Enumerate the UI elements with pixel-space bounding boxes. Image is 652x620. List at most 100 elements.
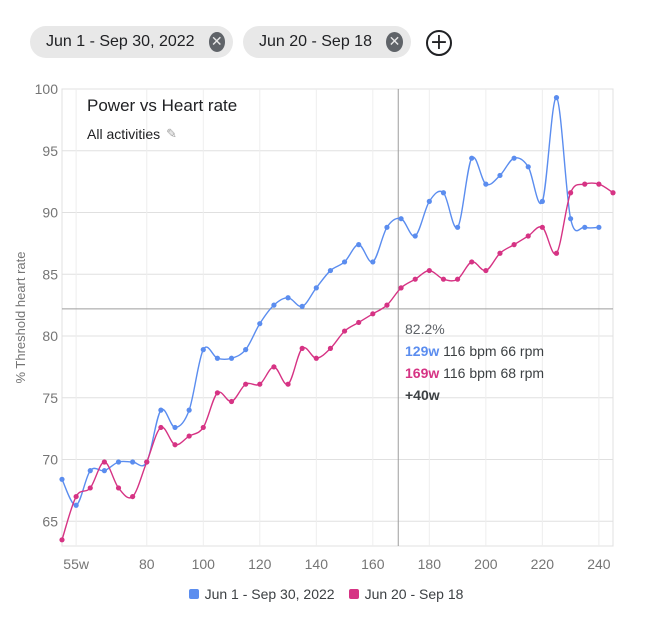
series-1-point	[87, 468, 93, 474]
series-2-point	[398, 285, 404, 291]
series-2-point	[327, 345, 334, 351]
y-axis-label: % Threshold heart rate	[13, 252, 28, 384]
date-range-chip-2[interactable]: Jun 20 - Sep 18 ✕	[243, 26, 411, 58]
series-2-point	[285, 381, 291, 387]
series-2-point	[257, 381, 263, 387]
series-1-point	[115, 459, 122, 465]
series-1-point	[271, 302, 277, 308]
series-1-point	[73, 502, 79, 508]
legend-item-1[interactable]: Jun 1 - Sep 30, 2022	[188, 586, 335, 602]
series-1-point	[200, 347, 206, 353]
series-2-point	[553, 250, 560, 256]
series-1-point	[243, 347, 249, 353]
x-tick-label: 220	[531, 556, 555, 572]
series-2-point	[511, 242, 517, 248]
series-1-point	[130, 459, 136, 465]
series-1-point	[553, 95, 560, 101]
series-1-point	[497, 172, 503, 179]
series-2-point	[483, 267, 489, 274]
series-1-point	[454, 224, 461, 230]
series-1-point	[539, 198, 545, 204]
series-1-point	[440, 190, 447, 196]
x-tick-label: 55w	[63, 556, 90, 572]
x-tick-label: 100	[192, 556, 216, 572]
series-1-point	[101, 468, 107, 474]
series-2-point	[130, 493, 136, 500]
tooltip-details-2: 116 bpm 68 rpm	[443, 365, 545, 381]
series-1-point	[469, 155, 475, 161]
tooltip-watts-2: 169w	[405, 365, 440, 381]
series-2-point	[384, 302, 390, 308]
x-tick-label: 120	[248, 556, 272, 572]
series-1-point	[596, 224, 602, 230]
x-tick-label: 160	[361, 556, 385, 572]
series-2-point	[101, 459, 107, 465]
series-2-point	[568, 190, 574, 196]
tooltip-row-2: 169w 116 bpm 68 rpm	[405, 362, 544, 384]
legend-swatch-1	[188, 589, 199, 599]
series-2-point	[87, 485, 93, 491]
legend-label-1: Jun 1 - Sep 30, 2022	[204, 586, 335, 602]
series-line-1	[61, 96, 599, 506]
series-1-point	[341, 259, 348, 265]
chart-subtitle[interactable]: All activities ✎	[87, 126, 177, 142]
date-range-chip-1[interactable]: Jun 1 - Sep 30, 2022 ✕	[30, 26, 233, 58]
pencil-icon[interactable]: ✎	[166, 126, 178, 142]
legend-swatch-2	[348, 589, 359, 599]
tooltip-watts-1: 129w	[405, 343, 440, 359]
series-2-point	[539, 224, 545, 230]
tooltip-row-1: 129w 116 bpm 66 rpm	[405, 340, 544, 362]
series-2-point	[200, 424, 206, 431]
series-2-point	[610, 190, 616, 196]
x-tick-label: 200	[474, 556, 498, 572]
series-2-point	[271, 364, 277, 370]
series-1-point	[327, 267, 334, 274]
series-2-point	[299, 345, 305, 351]
y-tick-label: 100	[35, 81, 59, 97]
close-icon[interactable]: ✕	[385, 32, 403, 52]
crosshair-tooltip: 82.2% 129w 116 bpm 66 rpm 169w 116 bpm 6…	[405, 318, 544, 406]
series-1-point	[228, 355, 235, 361]
close-icon[interactable]: ✕	[208, 32, 225, 52]
series-1-point	[257, 321, 263, 327]
series-2-point	[412, 276, 418, 282]
series-2-point	[497, 250, 503, 256]
series-1-point	[299, 303, 305, 309]
series-2-point	[73, 493, 79, 500]
series-2-point	[370, 311, 376, 317]
series-2-point	[115, 485, 122, 491]
chart-legend: Jun 1 - Sep 30, 2022 Jun 20 - Sep 18	[0, 586, 652, 602]
series-2-point	[59, 537, 65, 543]
series-2-point	[454, 276, 461, 282]
series-1-point	[59, 476, 65, 482]
series-line-2	[61, 182, 614, 541]
series-2-point	[186, 433, 192, 439]
series-2-point	[313, 355, 319, 361]
series-2-point	[426, 267, 432, 274]
add-range-button[interactable]: +	[426, 30, 452, 56]
x-tick-label: 180	[418, 556, 442, 572]
series-1-point	[483, 181, 489, 187]
legend-item-2[interactable]: Jun 20 - Sep 18	[348, 586, 463, 602]
series-2-point	[469, 259, 475, 265]
series-1-point	[158, 407, 164, 413]
y-tick-label: 95	[42, 143, 58, 159]
series-1-point	[525, 164, 531, 170]
series-1-point	[511, 155, 517, 161]
series-1-point	[582, 224, 588, 230]
series-1-point	[285, 295, 291, 301]
series-2-point	[341, 328, 348, 334]
series-2-point	[158, 424, 164, 431]
series-1-point	[398, 216, 404, 222]
series-2-point	[525, 233, 531, 239]
y-tick-label: 70	[42, 452, 58, 468]
series-1-point	[370, 259, 376, 265]
x-tick-label: 80	[139, 556, 155, 572]
tooltip-details-1: 116 bpm 66 rpm	[443, 343, 545, 359]
series-1-point	[172, 424, 178, 431]
series-1-point	[426, 198, 432, 204]
subtitle-label: All activities	[87, 126, 161, 142]
x-tick-label: 240	[587, 556, 611, 572]
series-2-point	[243, 381, 249, 387]
